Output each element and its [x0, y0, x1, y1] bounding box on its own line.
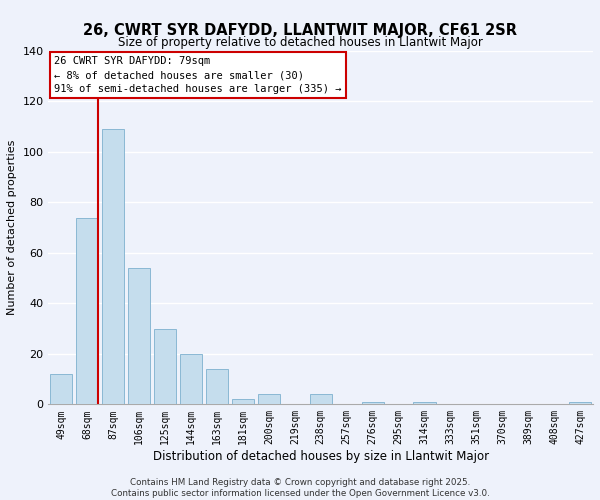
Bar	[413, 402, 436, 404]
Bar	[102, 129, 124, 404]
Text: 26 CWRT SYR DAFYDD: 79sqm
← 8% of detached houses are smaller (30)
91% of semi-d: 26 CWRT SYR DAFYDD: 79sqm ← 8% of detach…	[54, 56, 341, 94]
Bar	[310, 394, 332, 404]
Bar	[180, 354, 202, 405]
Bar	[232, 400, 254, 404]
X-axis label: Distribution of detached houses by size in Llantwit Major: Distribution of detached houses by size …	[153, 450, 489, 463]
Bar	[128, 268, 150, 404]
Bar	[154, 328, 176, 404]
Bar	[258, 394, 280, 404]
Bar	[206, 369, 228, 404]
Text: Contains HM Land Registry data © Crown copyright and database right 2025.
Contai: Contains HM Land Registry data © Crown c…	[110, 478, 490, 498]
Bar	[362, 402, 383, 404]
Text: Size of property relative to detached houses in Llantwit Major: Size of property relative to detached ho…	[118, 36, 482, 49]
Y-axis label: Number of detached properties: Number of detached properties	[7, 140, 17, 316]
Bar	[50, 374, 73, 404]
Text: 26, CWRT SYR DAFYDD, LLANTWIT MAJOR, CF61 2SR: 26, CWRT SYR DAFYDD, LLANTWIT MAJOR, CF6…	[83, 22, 517, 38]
Bar	[569, 402, 591, 404]
Bar	[76, 218, 98, 404]
